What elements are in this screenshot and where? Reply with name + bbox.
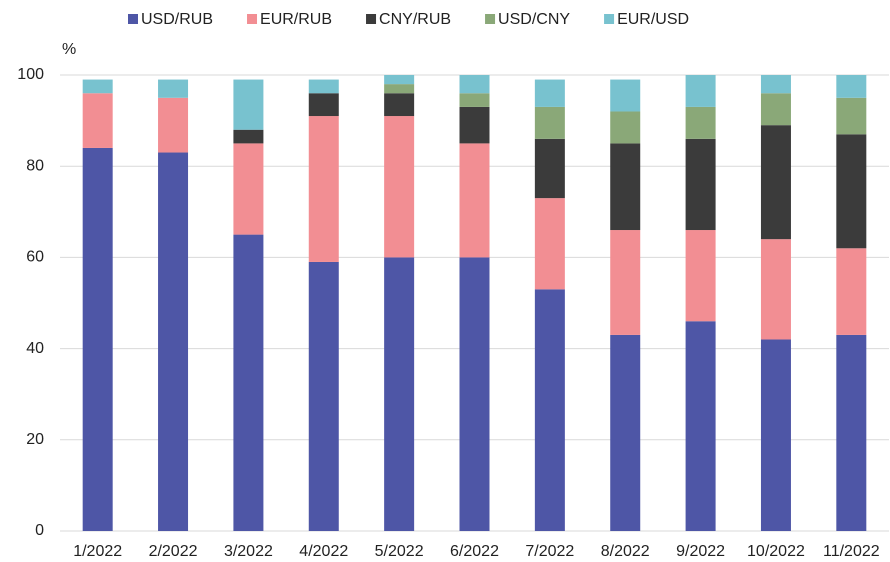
- legend-label: USD/RUB: [141, 11, 213, 28]
- bar-segment: [610, 79, 641, 112]
- bar-segment: [760, 125, 791, 240]
- legend-label: EUR/USD: [617, 11, 689, 28]
- legend-swatch: [128, 14, 138, 24]
- bar-segment: [610, 111, 641, 144]
- legend-swatch: [247, 14, 258, 24]
- bar-segment: [384, 75, 415, 85]
- bar-segment: [760, 239, 791, 340]
- x-tick-label: 6/2022: [450, 543, 499, 560]
- legend-label: USD/CNY: [498, 11, 570, 28]
- x-tick-label: 3/2022: [224, 543, 273, 560]
- bar-segment: [836, 75, 867, 98]
- bar-segment: [534, 289, 565, 531]
- bar-segment: [233, 79, 264, 130]
- bar-segment: [459, 106, 490, 144]
- bar-segment: [534, 138, 565, 199]
- x-tick-label: 1/2022: [73, 543, 122, 560]
- bar-segment: [308, 79, 339, 94]
- x-tick-label: 4/2022: [299, 543, 348, 560]
- bar-segment: [760, 75, 791, 94]
- y-tick-label: 100: [17, 66, 44, 83]
- bar-segment: [308, 93, 339, 117]
- bar-segment: [610, 334, 641, 531]
- bar-segment: [459, 143, 490, 258]
- x-tick-label: 7/2022: [525, 543, 574, 560]
- bar-segment: [233, 129, 264, 144]
- bar-segment: [82, 79, 113, 94]
- bar-segment: [610, 230, 641, 335]
- bar-segment: [685, 106, 716, 139]
- bar-segment: [233, 234, 264, 531]
- bar-segment: [534, 79, 565, 107]
- legend-swatch: [485, 14, 496, 24]
- bar-segment: [836, 97, 867, 135]
- bar-segment: [384, 84, 415, 94]
- bar-segment: [158, 152, 189, 531]
- x-tick-label: 8/2022: [601, 543, 650, 560]
- legend-swatch: [604, 14, 615, 24]
- bar-segment: [459, 93, 490, 107]
- bar-segment: [685, 321, 716, 531]
- y-tick-label: 60: [26, 249, 44, 266]
- legend-label: CNY/RUB: [379, 11, 451, 28]
- bar-segment: [82, 93, 113, 148]
- x-tick-label: 10/2022: [747, 543, 805, 560]
- x-tick-label: 2/2022: [149, 543, 198, 560]
- bar-segment: [459, 257, 490, 531]
- legend-label: EUR/RUB: [260, 11, 332, 28]
- bar-segment: [158, 79, 189, 98]
- y-axis-label: %: [62, 41, 76, 58]
- legend-swatch: [366, 14, 377, 24]
- bar-segment: [685, 75, 716, 107]
- bar-segment: [685, 138, 716, 231]
- bar-segment: [384, 257, 415, 531]
- bar-segment: [760, 93, 791, 126]
- x-tick-label: 9/2022: [676, 543, 725, 560]
- bar-segment: [836, 334, 867, 531]
- x-tick-label: 5/2022: [375, 543, 424, 560]
- bar-segment: [534, 198, 565, 290]
- y-tick-label: 80: [26, 157, 44, 174]
- y-tick-label: 20: [26, 431, 44, 448]
- bar-segment: [610, 143, 641, 231]
- bar-segment: [308, 116, 339, 262]
- y-tick-label: 0: [35, 522, 44, 539]
- bar-segment: [760, 339, 791, 531]
- bar-segment: [685, 230, 716, 322]
- bar-segment: [384, 116, 415, 258]
- bar-segment: [836, 248, 867, 335]
- bar-segment: [384, 93, 415, 117]
- bar-segment: [534, 106, 565, 139]
- bar-segment: [308, 261, 339, 531]
- bar-segment: [158, 97, 189, 153]
- bar-segment: [836, 134, 867, 249]
- y-tick-label: 40: [26, 340, 44, 357]
- x-tick-label: 11/2022: [823, 543, 880, 560]
- bar-segment: [233, 143, 264, 235]
- bar-segment: [459, 75, 490, 94]
- bar-segment: [82, 147, 113, 531]
